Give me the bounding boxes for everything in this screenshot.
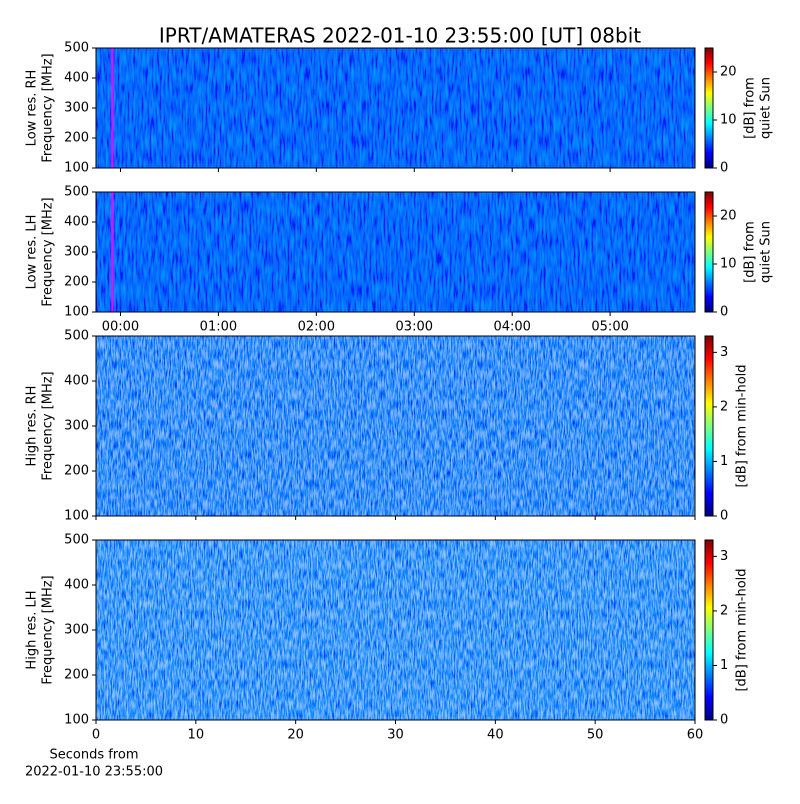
colorbar — [704, 47, 714, 169]
colorbar-tick-label: 1 — [720, 658, 728, 673]
y-tick-label: 500 — [64, 329, 89, 344]
colorbar-label: [dB] from min-hold — [735, 364, 750, 487]
y-tick-label: 100 — [64, 713, 89, 728]
spectrogram-texture — [96, 48, 695, 168]
y-tick-label: 400 — [64, 578, 89, 593]
y-tick-label: 100 — [64, 509, 89, 524]
y-tick-label: 300 — [64, 623, 89, 638]
colorbar-tick-label: 1 — [720, 454, 728, 469]
colorbar-label: quiet Sun — [759, 77, 774, 139]
y-tick-label: 300 — [64, 101, 89, 116]
figure-title: IPRT/AMATERAS 2022-01-10 23:55:00 [UT] 0… — [159, 24, 641, 48]
colorbar-tick-label: 0 — [720, 161, 728, 176]
colorbar — [704, 335, 714, 517]
y-axis-label: High res. LH — [25, 590, 40, 669]
colorbar-tick-label: 10 — [720, 257, 737, 272]
y-tick-label: 400 — [64, 374, 89, 389]
y-tick-label: 100 — [64, 305, 89, 320]
y-tick-label: 200 — [64, 464, 89, 479]
y-axis-label: Low res. RH — [25, 70, 40, 147]
x-axis-label: Seconds from — [49, 748, 138, 763]
x-tick-label: 03:00 — [396, 320, 433, 335]
colorbar-tick-label: 2 — [720, 603, 728, 618]
y-axis-label: Frequency [MHz] — [41, 197, 56, 306]
x-tick-label: 30 — [387, 728, 404, 743]
y-axis-label: Frequency [MHz] — [41, 371, 56, 480]
x-tick-label: 04:00 — [493, 320, 530, 335]
y-tick-label: 100 — [64, 161, 89, 176]
colorbar — [704, 191, 714, 313]
colorbar-tick-label: 3 — [720, 345, 728, 360]
x-tick-label: 02:00 — [298, 320, 335, 335]
y-tick-label: 500 — [64, 533, 89, 548]
colorbar-tick-label: 0 — [720, 305, 728, 320]
y-axis-label: Frequency [MHz] — [41, 53, 56, 162]
y-tick-label: 200 — [64, 275, 89, 290]
colorbar-label: quiet Sun — [759, 221, 774, 283]
spectrogram-texture — [96, 192, 695, 312]
colorbar-tick-label: 10 — [720, 113, 737, 128]
colorbar-tick-label: 20 — [720, 209, 737, 224]
x-tick-label: 10 — [188, 728, 205, 743]
y-tick-label: 300 — [64, 245, 89, 260]
spectrogram-texture — [96, 540, 695, 720]
y-axis-label: Frequency [MHz] — [41, 575, 56, 684]
x-tick-label: 0 — [92, 728, 100, 743]
colorbar-label: [dB] from — [743, 77, 758, 139]
y-axis-label: High res. RH — [25, 386, 40, 467]
colorbar-tick-label: 0 — [720, 509, 728, 524]
colorbar-label: [dB] from — [743, 221, 758, 283]
colorbar — [704, 539, 714, 721]
y-axis-label: Low res. LH — [25, 215, 40, 290]
x-tick-label: 60 — [687, 728, 704, 743]
x-tick-label: 40 — [487, 728, 504, 743]
y-tick-label: 200 — [64, 131, 89, 146]
y-tick-label: 400 — [64, 215, 89, 230]
spectrogram-texture — [96, 336, 695, 516]
x-tick-label: 01:00 — [200, 320, 237, 335]
colorbar-tick-label: 20 — [720, 65, 737, 80]
y-tick-label: 500 — [64, 41, 89, 56]
x-axis-label: 2022-01-10 23:55:00 — [25, 765, 163, 780]
colorbar-label: [dB] from min-hold — [735, 568, 750, 691]
x-tick-label: 00:00 — [102, 320, 139, 335]
y-tick-label: 500 — [64, 185, 89, 200]
y-tick-label: 200 — [64, 668, 89, 683]
y-tick-label: 300 — [64, 419, 89, 434]
colorbar-tick-label: 3 — [720, 549, 728, 564]
x-tick-label: 50 — [587, 728, 604, 743]
colorbar-tick-label: 2 — [720, 399, 728, 414]
colorbar-tick-label: 0 — [720, 713, 728, 728]
x-tick-label: 05:00 — [591, 320, 628, 335]
y-tick-label: 400 — [64, 71, 89, 86]
x-tick-label: 20 — [287, 728, 304, 743]
